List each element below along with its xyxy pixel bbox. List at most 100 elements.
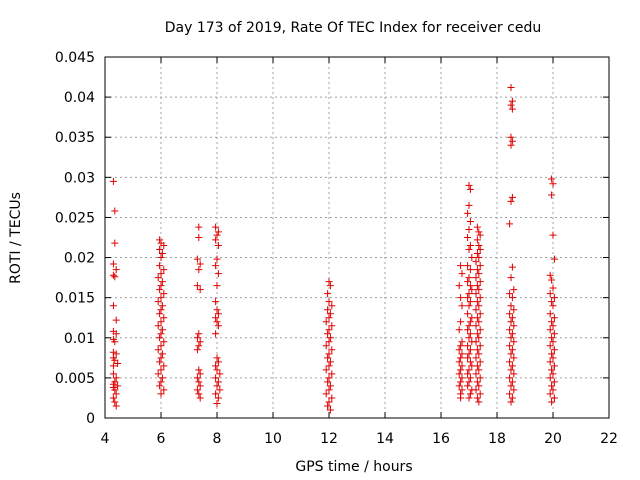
data-point — [549, 370, 557, 378]
data-point — [193, 334, 201, 342]
data-point — [154, 322, 162, 330]
chart-title: Day 173 of 2019, Rate Of TEC Index for r… — [165, 20, 541, 36]
data-point — [507, 398, 515, 406]
data-point — [212, 374, 220, 382]
data-point — [458, 302, 466, 310]
data-point — [472, 370, 480, 378]
data-point — [464, 370, 472, 378]
data-point — [465, 225, 473, 233]
data-point — [109, 370, 117, 378]
data-point — [112, 374, 120, 382]
data-point — [473, 346, 481, 354]
data-point — [465, 378, 473, 386]
data-point — [458, 270, 466, 278]
data-point — [548, 398, 556, 406]
data-point — [325, 326, 333, 334]
data-point — [213, 282, 221, 290]
data-point — [322, 366, 330, 374]
data-point — [475, 334, 483, 342]
data-point — [160, 386, 168, 394]
data-point — [475, 286, 483, 294]
data-point — [466, 374, 474, 382]
data-point — [466, 282, 474, 290]
data-point — [196, 382, 204, 390]
data-point — [156, 310, 164, 318]
data-point — [548, 334, 556, 342]
data-point — [475, 366, 483, 374]
data-point — [476, 310, 484, 318]
data-point — [196, 370, 204, 378]
data-point — [546, 374, 554, 382]
data-point — [160, 242, 168, 250]
data-point — [212, 223, 220, 231]
data-point — [475, 350, 483, 358]
data-point — [196, 394, 204, 402]
data-point — [160, 314, 168, 322]
data-point — [465, 201, 473, 209]
data-point — [324, 330, 332, 338]
data-point — [325, 278, 333, 286]
data-point — [548, 276, 556, 284]
data-point — [157, 294, 165, 302]
data-point — [466, 185, 474, 193]
data-point — [550, 346, 558, 354]
data-point — [507, 141, 515, 149]
data-point — [213, 318, 221, 326]
grid — [105, 57, 609, 418]
data-point — [465, 394, 473, 402]
data-point — [193, 386, 201, 394]
data-point — [455, 346, 463, 354]
data-point — [508, 362, 516, 370]
data-point — [154, 370, 162, 378]
data-point — [458, 338, 466, 346]
data-point — [212, 330, 220, 338]
data-point — [157, 342, 165, 350]
data-point — [457, 378, 465, 386]
data-point — [465, 302, 473, 310]
data-point — [508, 330, 516, 338]
data-point — [325, 398, 333, 406]
data-point — [324, 402, 332, 410]
data-point — [156, 358, 164, 366]
data-point — [158, 302, 166, 310]
data-point — [160, 338, 168, 346]
data-point — [507, 366, 515, 374]
data-point — [510, 370, 518, 378]
data-point — [457, 342, 465, 350]
data-point — [109, 271, 117, 279]
data-point — [213, 400, 221, 408]
data-point — [549, 322, 557, 330]
data-point — [508, 263, 516, 271]
data-point — [156, 262, 164, 270]
data-point — [193, 255, 201, 263]
data-point — [508, 394, 516, 402]
data-point — [473, 236, 481, 244]
data-point — [458, 386, 466, 394]
data-point — [154, 346, 162, 354]
data-point — [473, 362, 481, 370]
data-point — [160, 290, 168, 298]
data-point — [214, 378, 222, 386]
data-point — [549, 284, 557, 292]
data-point — [195, 223, 203, 231]
data-point — [214, 358, 222, 366]
data-point — [156, 286, 164, 294]
data-point — [465, 274, 473, 282]
data-point — [476, 374, 484, 382]
data-point — [193, 346, 201, 354]
data-point — [507, 334, 515, 342]
data-point — [550, 378, 558, 386]
data-point — [324, 354, 332, 362]
y-tick-label: 0.01 — [64, 331, 95, 347]
data-point — [109, 260, 117, 268]
data-point — [193, 374, 201, 382]
data-point — [473, 394, 481, 402]
data-point — [158, 278, 166, 286]
data-point — [472, 322, 480, 330]
data-point — [157, 306, 165, 314]
data-point — [472, 258, 480, 266]
data-point — [546, 342, 554, 350]
data-point — [508, 378, 516, 386]
data-point — [466, 242, 474, 250]
data-point — [466, 266, 474, 274]
